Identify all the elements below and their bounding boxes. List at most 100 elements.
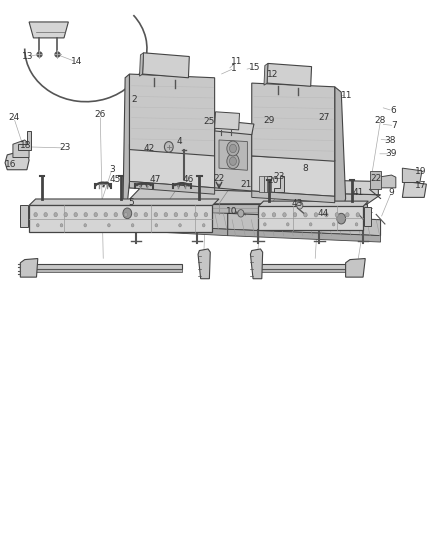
Text: 11: 11 xyxy=(341,91,352,100)
Polygon shape xyxy=(215,120,254,135)
Polygon shape xyxy=(123,208,228,229)
Text: 29: 29 xyxy=(264,116,275,125)
Circle shape xyxy=(202,224,205,227)
Polygon shape xyxy=(29,22,68,38)
Circle shape xyxy=(155,224,158,227)
Polygon shape xyxy=(228,213,381,236)
Circle shape xyxy=(230,157,237,165)
Text: 42: 42 xyxy=(144,144,155,153)
Circle shape xyxy=(309,223,312,226)
Circle shape xyxy=(164,213,168,217)
Text: 15: 15 xyxy=(249,63,261,71)
Text: 26: 26 xyxy=(95,110,106,119)
Text: 23: 23 xyxy=(273,172,285,181)
Text: 18: 18 xyxy=(20,141,32,150)
Polygon shape xyxy=(215,128,252,191)
Text: 19: 19 xyxy=(415,167,427,176)
Text: 24: 24 xyxy=(8,113,19,122)
Bar xyxy=(25,269,182,272)
Text: 17: 17 xyxy=(415,181,427,190)
Text: 8: 8 xyxy=(303,164,308,173)
Circle shape xyxy=(108,224,110,227)
Circle shape xyxy=(84,213,88,217)
Polygon shape xyxy=(198,249,210,279)
Text: 1: 1 xyxy=(231,64,237,72)
Circle shape xyxy=(184,213,187,217)
Polygon shape xyxy=(130,144,215,188)
Polygon shape xyxy=(251,249,263,279)
Circle shape xyxy=(44,213,47,217)
Polygon shape xyxy=(130,181,215,194)
Text: 7: 7 xyxy=(392,121,397,130)
Text: 2: 2 xyxy=(131,94,137,103)
Text: 28: 28 xyxy=(375,116,386,125)
Polygon shape xyxy=(29,199,219,205)
Polygon shape xyxy=(215,112,240,130)
Polygon shape xyxy=(125,204,367,214)
Polygon shape xyxy=(20,259,38,277)
Text: 13: 13 xyxy=(22,52,34,61)
Circle shape xyxy=(94,213,98,217)
Text: 44: 44 xyxy=(317,209,328,218)
Circle shape xyxy=(114,213,117,217)
Text: 46: 46 xyxy=(183,175,194,184)
Circle shape xyxy=(64,213,67,217)
Text: 25: 25 xyxy=(204,117,215,126)
Polygon shape xyxy=(130,74,215,156)
Text: 41: 41 xyxy=(353,188,364,197)
Text: 47: 47 xyxy=(150,175,161,184)
Polygon shape xyxy=(252,191,335,203)
Circle shape xyxy=(84,224,87,227)
Circle shape xyxy=(283,213,286,217)
Circle shape xyxy=(131,224,134,227)
Circle shape xyxy=(123,208,132,219)
Circle shape xyxy=(293,213,297,217)
Circle shape xyxy=(355,223,358,226)
Circle shape xyxy=(60,224,63,227)
Polygon shape xyxy=(346,259,365,277)
Text: 12: 12 xyxy=(267,70,278,78)
Polygon shape xyxy=(140,53,144,76)
Bar xyxy=(258,206,363,230)
Text: 16: 16 xyxy=(4,160,16,169)
Text: 22: 22 xyxy=(371,174,382,183)
Circle shape xyxy=(230,144,237,153)
Circle shape xyxy=(74,213,78,217)
Circle shape xyxy=(34,213,37,217)
Bar xyxy=(25,264,182,269)
Text: 45: 45 xyxy=(110,175,121,184)
Circle shape xyxy=(304,213,307,217)
Circle shape xyxy=(227,154,239,168)
Polygon shape xyxy=(258,201,368,206)
Bar xyxy=(364,207,371,226)
Text: 21: 21 xyxy=(241,180,252,189)
Polygon shape xyxy=(335,87,346,208)
Circle shape xyxy=(337,213,346,224)
Circle shape xyxy=(164,142,173,152)
Polygon shape xyxy=(252,83,335,161)
Circle shape xyxy=(179,224,181,227)
Circle shape xyxy=(297,201,303,209)
Text: 27: 27 xyxy=(318,113,329,122)
Circle shape xyxy=(154,213,158,217)
Polygon shape xyxy=(267,63,311,86)
Bar xyxy=(259,176,264,192)
Circle shape xyxy=(335,213,339,217)
Circle shape xyxy=(54,213,57,217)
Text: 39: 39 xyxy=(385,149,396,158)
Circle shape xyxy=(204,213,208,217)
Polygon shape xyxy=(13,140,29,158)
Polygon shape xyxy=(123,74,130,208)
Circle shape xyxy=(36,224,39,227)
Text: 9: 9 xyxy=(389,188,394,197)
Circle shape xyxy=(272,213,276,217)
Circle shape xyxy=(332,223,335,226)
Text: 10: 10 xyxy=(226,207,238,216)
Text: 20: 20 xyxy=(267,176,279,185)
Polygon shape xyxy=(403,181,426,197)
Circle shape xyxy=(124,213,127,217)
Bar xyxy=(20,205,28,227)
Circle shape xyxy=(144,213,148,217)
Polygon shape xyxy=(274,176,284,192)
Text: 23: 23 xyxy=(60,143,71,152)
